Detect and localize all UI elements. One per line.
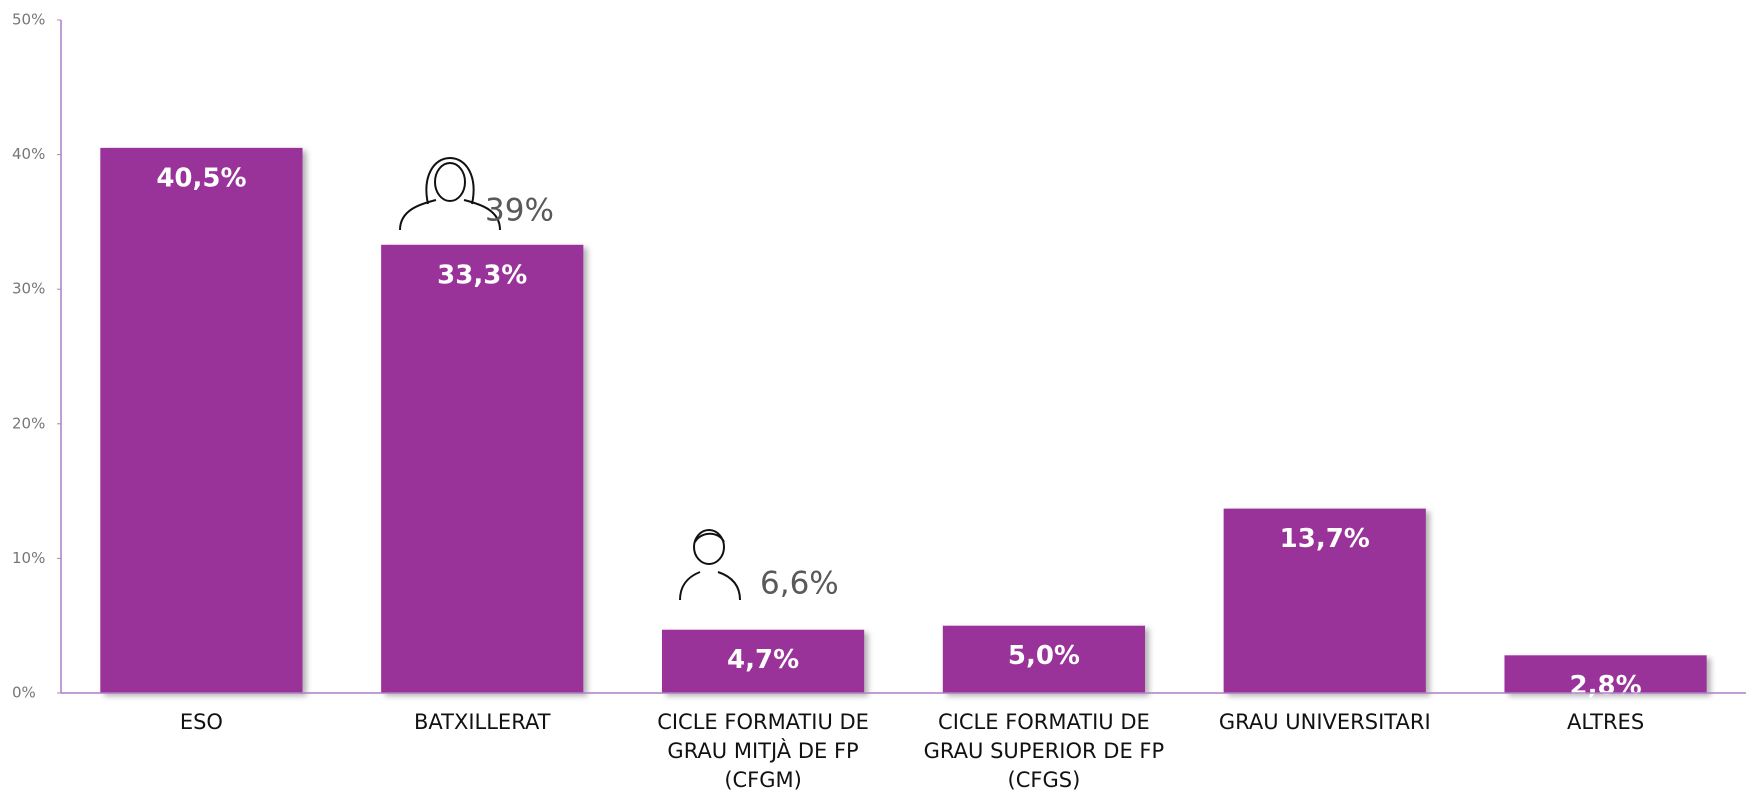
y-tick-label: 30% <box>12 280 45 298</box>
x-tick-label: BATXILLERAT <box>413 710 551 734</box>
x-tick-label: ALTRES <box>1566 710 1645 734</box>
y-tick-label: 50% <box>12 11 45 29</box>
female-icon <box>399 156 501 231</box>
annotation: 6,6% <box>760 566 839 602</box>
x-tick-label: ESO <box>179 710 223 734</box>
x-tick-label: CICLE FORMATIU DE GRAU MITJÀ DE FP (CFGM… <box>657 710 869 792</box>
x-tick-label: GRAU UNIVERSITARI <box>1218 710 1431 734</box>
value-label: 33,3% <box>437 260 527 290</box>
bar <box>661 629 865 693</box>
value-label: 40,5% <box>156 163 246 193</box>
bar <box>1223 508 1426 693</box>
bar <box>381 244 584 694</box>
value-label: 2,8% <box>1570 671 1642 701</box>
bar <box>942 625 1146 693</box>
y-tick-label: 20% <box>12 414 45 432</box>
value-label: 4,7% <box>727 645 799 675</box>
y-tick-label: 10% <box>12 549 45 567</box>
x-tick-label: CICLE FORMATIU DE GRAU SUPERIOR DE FP (C… <box>923 710 1165 792</box>
y-tick-label: 0% <box>12 684 36 702</box>
bar <box>1504 655 1707 693</box>
y-tick-label: 40% <box>12 145 45 163</box>
bar <box>100 147 303 693</box>
value-label: 13,7% <box>1280 524 1370 554</box>
male-icon <box>679 529 741 601</box>
annotation: 39% <box>485 193 554 229</box>
value-label: 5,0% <box>1008 641 1080 671</box>
